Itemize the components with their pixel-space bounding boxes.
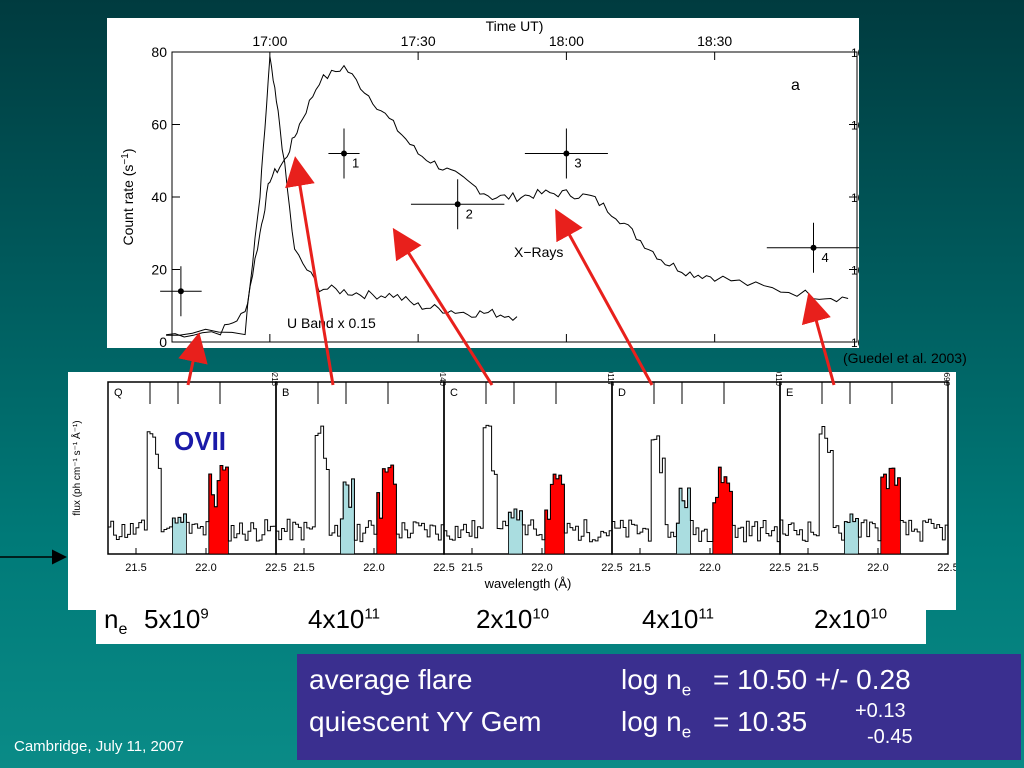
forbidden-line-fill bbox=[712, 466, 733, 555]
density-tick-label: 1013 bbox=[851, 44, 859, 60]
density-point-label: 3 bbox=[574, 156, 581, 171]
density-value-c: 2x1010 bbox=[476, 604, 550, 634]
spectrum-line bbox=[107, 431, 276, 554]
count-tick-label: 0 bbox=[159, 334, 167, 348]
count-tick-label: 40 bbox=[151, 189, 167, 205]
wavelength-tick-label: 22.5 bbox=[433, 562, 454, 574]
time-axis-title: Time UT) bbox=[486, 18, 544, 34]
uband-light-curve bbox=[166, 56, 518, 336]
spectrum-line bbox=[275, 425, 444, 554]
uband-label: U Band x 0.15 bbox=[287, 315, 376, 331]
result-value-quiescent: log ne = 10.35 bbox=[621, 706, 808, 742]
density-tick-label: 1012 bbox=[851, 117, 859, 133]
density-point-label: 2 bbox=[466, 206, 473, 221]
time-tick-label: 18:00 bbox=[549, 33, 584, 49]
result-row-average: average flare bbox=[309, 664, 472, 696]
wavelength-tick-label: 22.0 bbox=[195, 562, 216, 574]
spectrum-ymax-label: 0.0110 bbox=[774, 372, 783, 387]
intercombination-line-fill bbox=[844, 513, 859, 555]
density-value-d: 4x1011 bbox=[642, 604, 714, 634]
ovii-label: OVII bbox=[174, 426, 226, 456]
intercombination-line-fill bbox=[676, 487, 691, 555]
spectra-panel: flux (ph cm⁻¹ s⁻¹ Å⁻¹) wavelength (Å) Q 0.0… bbox=[68, 357, 959, 610]
result-label-quiescent: quiescent YY Gem bbox=[309, 706, 542, 737]
panel-letter: a bbox=[791, 77, 800, 94]
density-symbol-sub: e bbox=[118, 621, 128, 639]
spectra-chart: flux (ph cm⁻¹ s⁻¹ Å⁻¹) wavelength (Å) Q 0.0… bbox=[70, 357, 959, 591]
density-tick-label: 1011 bbox=[851, 189, 859, 205]
density-point bbox=[563, 150, 570, 157]
density-prefix: ne bbox=[104, 604, 127, 639]
wavelength-tick-label: 22.5 bbox=[265, 562, 286, 574]
wavelength-tick-label: 22.0 bbox=[699, 562, 720, 574]
light-curve-panel: Time UT) 17:00 17:30 18:00 18:30 0 20 40 60 80 Cou… bbox=[107, 18, 859, 348]
density-value-e: 2x1010 bbox=[814, 604, 888, 634]
time-tick-label: 17:00 bbox=[252, 33, 287, 49]
density-point bbox=[810, 244, 817, 251]
density-point bbox=[454, 201, 461, 208]
xray-label: X−Rays bbox=[514, 244, 563, 260]
result-row-quiescent: quiescent YY Gem bbox=[309, 706, 541, 738]
footer-text: Cambridge, July 11, 2007 bbox=[14, 738, 184, 755]
wavelength-tick-label: 22.5 bbox=[937, 562, 956, 574]
intercombination-line-fill bbox=[172, 513, 187, 555]
density-point-label: 1 bbox=[352, 156, 359, 171]
wavelength-tick-label: 21.5 bbox=[125, 562, 146, 574]
intercombination-line-fill bbox=[340, 478, 355, 555]
wavelength-tick-label: 21.5 bbox=[629, 562, 650, 574]
time-tick-label: 18:30 bbox=[697, 33, 732, 49]
density-tick-label: 109 bbox=[851, 334, 859, 348]
count-tick-label: 80 bbox=[151, 44, 167, 60]
wavelength-tick-label: 22.0 bbox=[867, 562, 888, 574]
results-box: average flare log ne = 10.50 +/- 0.28 qu… bbox=[297, 654, 1021, 760]
density-point-label: 4 bbox=[822, 250, 829, 265]
density-point bbox=[340, 150, 347, 157]
result-label-average: average flare bbox=[309, 664, 473, 695]
density-labels: ne 5x109 4x1011 2x1010 4x1011 2x1010 bbox=[96, 598, 926, 644]
flux-axis-label: flux (ph cm⁻¹ s⁻¹ Å⁻¹) bbox=[70, 420, 83, 515]
spectrum-panel-label: C bbox=[450, 387, 458, 399]
spectrum-line bbox=[779, 426, 948, 554]
spectrum-ymax-label: 0.00699 bbox=[942, 372, 951, 387]
density-point bbox=[177, 288, 184, 295]
density-tick-label: 1010 bbox=[851, 262, 859, 278]
wavelength-tick-label: 21.5 bbox=[293, 562, 314, 574]
spectrum-panel-label: D bbox=[618, 387, 626, 399]
density-value-q: 5x109 bbox=[144, 604, 209, 634]
spectrum-ymax-label: 0.0117 bbox=[606, 372, 615, 387]
spectrum-ymax-label: 0.0140 bbox=[438, 372, 447, 387]
wavelength-axis-label: wavelength (Å) bbox=[484, 576, 572, 591]
spectrum-panel-label: Q bbox=[114, 387, 123, 399]
spectrum-ymax-label: 0.00215 bbox=[270, 372, 279, 387]
wavelength-tick-label: 22.5 bbox=[769, 562, 790, 574]
intercombination-line-fill bbox=[508, 508, 523, 555]
result-minus-error: -0.45 bbox=[867, 726, 913, 748]
time-tick-label: 17:30 bbox=[401, 33, 436, 49]
wavelength-tick-label: 21.5 bbox=[797, 562, 818, 574]
count-tick-label: 20 bbox=[151, 262, 167, 278]
spectrum-panel-label: B bbox=[282, 387, 289, 399]
result-value-average: log ne = 10.50 +/- 0.28 bbox=[621, 664, 911, 700]
spectrum-line bbox=[443, 424, 612, 554]
wavelength-tick-label: 22.0 bbox=[531, 562, 552, 574]
spectrum-frame bbox=[779, 381, 949, 555]
count-axis-label: Count rate (s−1) bbox=[120, 148, 136, 245]
count-tick-label: 60 bbox=[151, 117, 167, 133]
wavelength-tick-label: 22.0 bbox=[363, 562, 384, 574]
density-symbol: n bbox=[104, 604, 119, 634]
light-curve-chart: Time UT) 17:00 17:30 18:00 18:30 0 20 40 60 80 Cou… bbox=[120, 18, 859, 348]
spectrum-panel-label: E bbox=[786, 387, 793, 399]
xray-light-curve bbox=[166, 64, 849, 338]
wavelength-tick-label: 22.5 bbox=[601, 562, 622, 574]
spectrum-line bbox=[611, 435, 780, 554]
result-plus-error: +0.13 bbox=[855, 700, 906, 722]
citation: (Guedel et al. 2003) bbox=[843, 350, 967, 366]
density-value-b: 4x1011 bbox=[308, 604, 380, 634]
wavelength-tick-label: 21.5 bbox=[461, 562, 482, 574]
